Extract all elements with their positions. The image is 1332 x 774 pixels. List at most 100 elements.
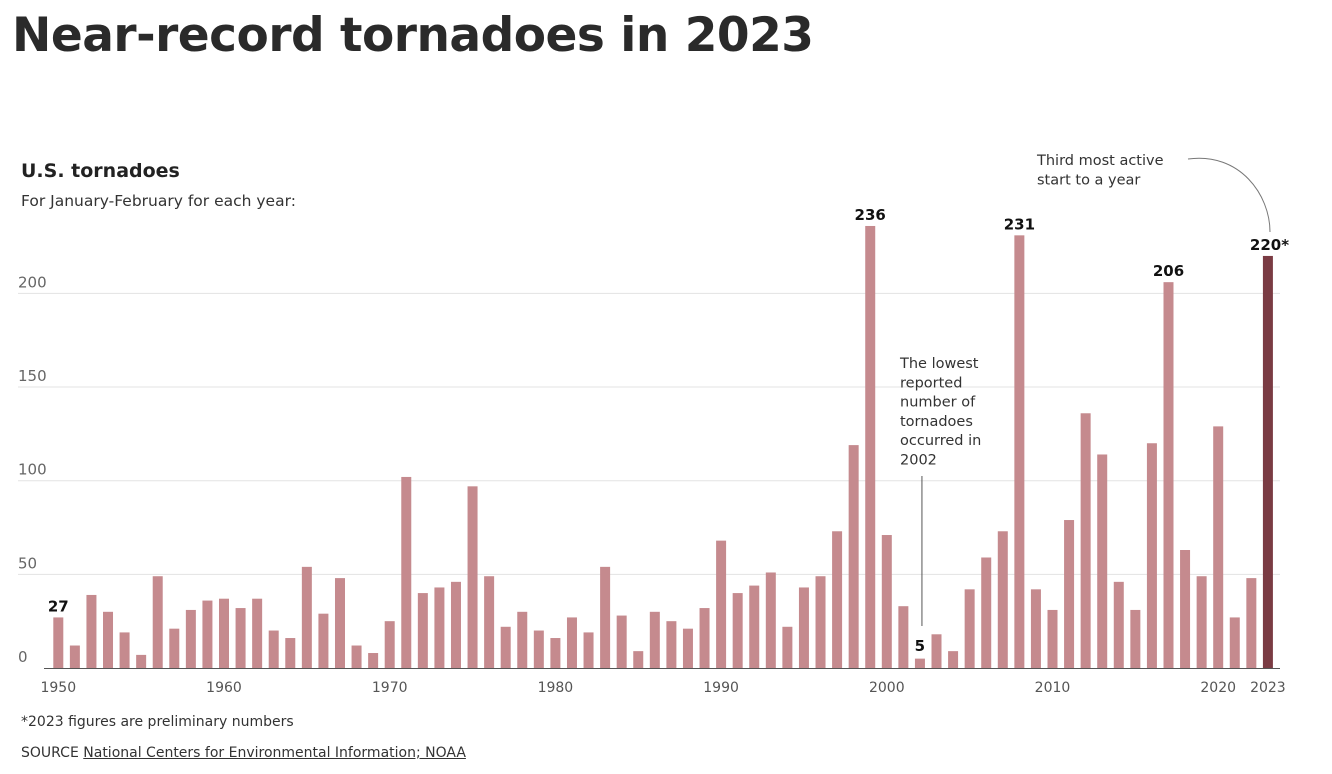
bar-1994 xyxy=(782,626,793,668)
bar-2013 xyxy=(1097,454,1108,668)
bar-1957 xyxy=(169,628,180,668)
y-tick-label: 50 xyxy=(18,554,37,572)
bar-2022 xyxy=(1246,578,1257,668)
bars xyxy=(44,225,1280,669)
data-label-2008: 231 xyxy=(1004,215,1035,233)
y-tick-label: 200 xyxy=(18,273,47,291)
bar-1975 xyxy=(467,486,478,668)
annotations: The lowest reported number of tornadoes occu… xyxy=(899,153,1271,626)
bar-1977 xyxy=(500,626,511,668)
data-label-2002: 5 xyxy=(915,637,925,655)
page-title: Near-record tornadoes in 2023 xyxy=(12,8,814,63)
bar-1974 xyxy=(450,581,461,668)
bar-1959 xyxy=(202,600,213,668)
bar-2019 xyxy=(1196,576,1207,668)
bar-2016 xyxy=(1146,443,1157,668)
annotation-third-leader xyxy=(1187,157,1271,233)
bar-1952 xyxy=(86,594,97,668)
y-tick-label: 100 xyxy=(18,461,47,479)
bar-2004 xyxy=(948,651,959,668)
bar-2010 xyxy=(1047,609,1058,668)
x-tick-label: 1990 xyxy=(703,680,739,696)
bar-2000 xyxy=(881,535,892,668)
bar-1962 xyxy=(252,598,263,668)
bar-1982 xyxy=(583,632,594,668)
bar-1983 xyxy=(600,566,611,668)
source-link[interactable]: National Centers for Environmental Infor… xyxy=(83,745,466,761)
bar-1954 xyxy=(119,632,130,668)
bar-1967 xyxy=(334,578,345,668)
gridlines xyxy=(18,292,1280,575)
source-prefix: SOURCE xyxy=(21,745,79,761)
annotation-third: Third most active start to a year xyxy=(1036,153,1164,189)
bar-1988 xyxy=(682,628,693,668)
data-label-1999: 236 xyxy=(855,206,886,224)
bar-1986 xyxy=(649,611,660,668)
bar-2008 xyxy=(1014,235,1025,668)
bar-1985 xyxy=(633,651,644,668)
bar-2015 xyxy=(1130,609,1141,668)
bar-2017 xyxy=(1163,282,1174,668)
bar-1960 xyxy=(219,598,229,668)
bar-1997 xyxy=(832,531,843,668)
bar-2003 xyxy=(931,634,942,668)
bar-2002 xyxy=(914,658,925,668)
bar-1965 xyxy=(301,566,312,668)
bar-1968 xyxy=(351,645,362,668)
bar-2005 xyxy=(964,589,975,668)
x-tick-label: 2020 xyxy=(1200,680,1236,696)
bar-1955 xyxy=(136,654,147,668)
footnote: *2023 figures are preliminary numbers xyxy=(21,714,294,730)
bar-1973 xyxy=(434,587,445,668)
bar-1993 xyxy=(765,572,776,668)
bar-1966 xyxy=(318,613,329,668)
bar-2009 xyxy=(1030,589,1041,668)
bar-1995 xyxy=(798,587,809,668)
bar-2021 xyxy=(1229,617,1240,668)
bar-1981 xyxy=(566,617,577,668)
bar-1971 xyxy=(401,476,412,668)
bar-1958 xyxy=(185,609,196,668)
bar-1991 xyxy=(732,593,743,668)
bar-1987 xyxy=(666,621,677,668)
bar-1953 xyxy=(103,611,114,668)
bar-1956 xyxy=(152,576,163,668)
bar-1950 xyxy=(53,617,64,668)
bar-1979 xyxy=(533,630,544,668)
chart-title: U.S. tornadoes xyxy=(21,160,180,182)
data-label-1950: 27 xyxy=(48,597,69,615)
bar-1963 xyxy=(268,630,279,668)
bar-1972 xyxy=(417,593,428,668)
data-label-2023: 220* xyxy=(1250,236,1289,254)
y-axis-ticks: 0 50 100 150 200 xyxy=(18,273,47,666)
bar-1984 xyxy=(616,615,627,668)
bar-2023 xyxy=(1262,255,1273,668)
bar-1976 xyxy=(484,576,495,668)
data-labels: 27 236 5 231 206 220* xyxy=(48,206,1289,655)
y-tick-label: 0 xyxy=(18,648,28,666)
bar-1992 xyxy=(749,585,760,668)
bar-1961 xyxy=(235,608,246,668)
x-tick-label: 1970 xyxy=(372,680,408,696)
bar-2011 xyxy=(1064,520,1075,668)
bar-1990 xyxy=(716,540,727,668)
annotation-lowest: The lowest reported number of tornadoes occu… xyxy=(899,356,981,469)
bar-1970 xyxy=(384,621,395,668)
bar-1980 xyxy=(550,638,561,668)
bar-1996 xyxy=(815,576,826,668)
bar-1999 xyxy=(865,225,876,668)
bar-2018 xyxy=(1180,550,1191,668)
bar-2012 xyxy=(1080,413,1091,668)
bar-2014 xyxy=(1113,581,1124,668)
x-tick-label: 1950 xyxy=(40,680,76,696)
data-label-2017: 206 xyxy=(1153,262,1184,280)
bar-1964 xyxy=(285,638,296,668)
bar-1969 xyxy=(368,653,379,668)
x-tick-label: 2023 xyxy=(1250,680,1286,696)
source-line: SOURCE National Centers for Environmenta… xyxy=(21,745,466,761)
x-tick-label: 2000 xyxy=(869,680,905,696)
bar-1989 xyxy=(699,608,710,668)
x-axis-ticks: 1950 1960 1970 1980 1990 2000 2010 2020 2023 xyxy=(40,680,1285,696)
bar-2006 xyxy=(981,557,992,668)
